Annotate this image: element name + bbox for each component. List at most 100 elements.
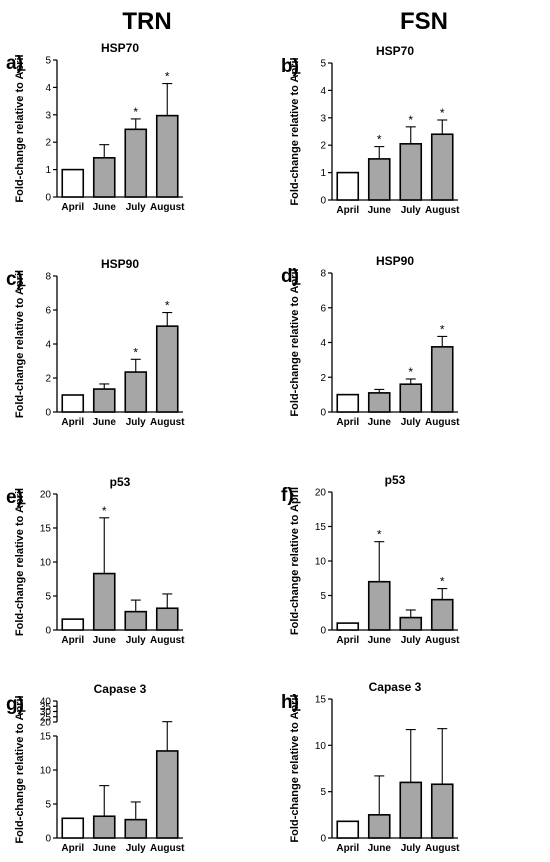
x-tick-label: July bbox=[401, 843, 421, 854]
y-tick-label: 0 bbox=[320, 408, 326, 419]
y-tick-label: 40 bbox=[40, 697, 52, 708]
bar bbox=[430, 346, 454, 413]
y-tick-label: 2 bbox=[45, 374, 51, 385]
bar bbox=[92, 572, 116, 631]
chart-panel-5: e) p53 Fold-change relative to April 0 5 10 15… bbox=[6, 475, 185, 646]
y-tick-label: 10 bbox=[40, 766, 52, 777]
bar bbox=[367, 580, 391, 631]
bar bbox=[155, 750, 179, 839]
y-tick-label: 3 bbox=[320, 113, 326, 124]
x-tick-label: July bbox=[126, 417, 146, 428]
chart-title: p53 bbox=[385, 473, 406, 487]
y-tick-label: 3 bbox=[45, 110, 51, 121]
bar bbox=[61, 394, 85, 413]
column-header-fsn: FSN bbox=[400, 8, 448, 35]
bar bbox=[155, 114, 179, 198]
chart-title: HSP90 bbox=[101, 257, 139, 271]
chart-panel-4: d) HSP90 Fold-change relative to April 0 2 4 6… bbox=[281, 254, 460, 428]
bar bbox=[336, 171, 360, 201]
bar bbox=[399, 143, 423, 201]
x-tick-label: June bbox=[368, 205, 392, 216]
column-header-trn: TRN bbox=[122, 8, 171, 35]
significance-marker: * bbox=[102, 504, 107, 518]
bar bbox=[336, 820, 360, 839]
x-tick-label: June bbox=[368, 843, 392, 854]
y-tick-label: 2 bbox=[45, 138, 51, 149]
x-tick-label: July bbox=[126, 202, 146, 213]
significance-marker: * bbox=[408, 113, 413, 127]
y-axis-label: Fold-change relative to April bbox=[14, 270, 26, 418]
x-tick-label: July bbox=[401, 417, 421, 428]
y-tick-label: 6 bbox=[45, 306, 51, 317]
chart-title: Capase 3 bbox=[369, 680, 422, 694]
bar bbox=[336, 393, 360, 413]
x-tick-label: July bbox=[401, 205, 421, 216]
bar bbox=[430, 598, 454, 631]
chart-title: Capase 3 bbox=[94, 682, 147, 696]
panel-label: h) bbox=[281, 692, 299, 713]
bar bbox=[61, 817, 85, 839]
chart-title: HSP70 bbox=[101, 41, 139, 55]
chart-title: HSP70 bbox=[376, 44, 414, 58]
chart-panel-1: a) HSP70 Fold-change relative to April 0 1 2 3… bbox=[6, 41, 185, 213]
y-tick-label: 4 bbox=[45, 83, 51, 94]
y-tick-label: 4 bbox=[320, 338, 326, 349]
y-tick-label: 20 bbox=[315, 488, 327, 499]
x-tick-label: April bbox=[61, 417, 84, 428]
chart-panel-8: h) Capase 3 Fold-change relative to April 0… bbox=[281, 680, 460, 854]
x-tick-label: June bbox=[93, 202, 117, 213]
bar bbox=[399, 383, 423, 413]
y-tick-label: 8 bbox=[320, 269, 326, 280]
bar bbox=[124, 371, 148, 413]
x-tick-label: April bbox=[61, 843, 84, 854]
bar bbox=[367, 392, 391, 413]
y-tick-label: 10 bbox=[315, 557, 327, 568]
panel-label: f) bbox=[281, 485, 294, 506]
bar bbox=[155, 325, 179, 413]
y-tick-label: 0 bbox=[45, 408, 51, 419]
y-tick-label: 0 bbox=[320, 196, 326, 207]
chart-panel-3: c) HSP90 Fold-change relative to April 0 2 4 6… bbox=[6, 257, 185, 428]
y-axis-label: Fold-change relative to April bbox=[289, 487, 301, 635]
significance-marker: * bbox=[408, 365, 413, 379]
x-tick-label: August bbox=[425, 843, 460, 854]
panel-label: a) bbox=[6, 53, 23, 74]
y-tick-label: 1 bbox=[45, 165, 51, 176]
x-tick-label: April bbox=[336, 205, 359, 216]
bar bbox=[399, 781, 423, 839]
significance-marker: * bbox=[440, 322, 445, 336]
y-tick-label: 2 bbox=[320, 373, 326, 384]
x-tick-label: July bbox=[126, 843, 146, 854]
x-tick-label: August bbox=[150, 202, 185, 213]
y-tick-label: 5 bbox=[45, 56, 51, 67]
significance-marker: * bbox=[440, 575, 445, 589]
panel-label: g) bbox=[6, 694, 24, 715]
x-tick-label: July bbox=[401, 635, 421, 646]
bar bbox=[92, 157, 116, 198]
y-tick-label: 5 bbox=[320, 787, 326, 798]
panel-label: d) bbox=[281, 266, 299, 287]
chart-panel-6: f) p53 Fold-change relative to April 0 5 10 15… bbox=[281, 473, 460, 646]
bar bbox=[336, 622, 360, 631]
significance-marker: * bbox=[165, 299, 170, 313]
panel-label: b) bbox=[281, 56, 299, 77]
y-tick-label: 8 bbox=[45, 272, 51, 283]
chart-panel-2: b) HSP70 Fold-change relative to April 0 1 2 3… bbox=[281, 44, 460, 216]
y-tick-label: 2 bbox=[320, 141, 326, 152]
y-tick-label: 6 bbox=[320, 303, 326, 314]
x-tick-label: August bbox=[150, 417, 185, 428]
chart-panel-7: g) Capase 3 Fold-change relative to April 0… bbox=[6, 682, 185, 854]
x-tick-label: August bbox=[150, 843, 185, 854]
panel-label: e) bbox=[6, 487, 23, 508]
y-axis-label: Fold-change relative to April bbox=[14, 695, 26, 843]
significance-marker: * bbox=[377, 133, 382, 147]
y-tick-label: 0 bbox=[320, 834, 326, 845]
y-tick-label: 20 bbox=[40, 490, 52, 501]
x-tick-label: August bbox=[150, 635, 185, 646]
bar bbox=[124, 818, 148, 839]
panel-label: c) bbox=[6, 269, 23, 290]
y-axis-label: Fold-change relative to April bbox=[14, 488, 26, 636]
x-tick-label: June bbox=[368, 635, 392, 646]
chart-title: HSP90 bbox=[376, 254, 414, 268]
